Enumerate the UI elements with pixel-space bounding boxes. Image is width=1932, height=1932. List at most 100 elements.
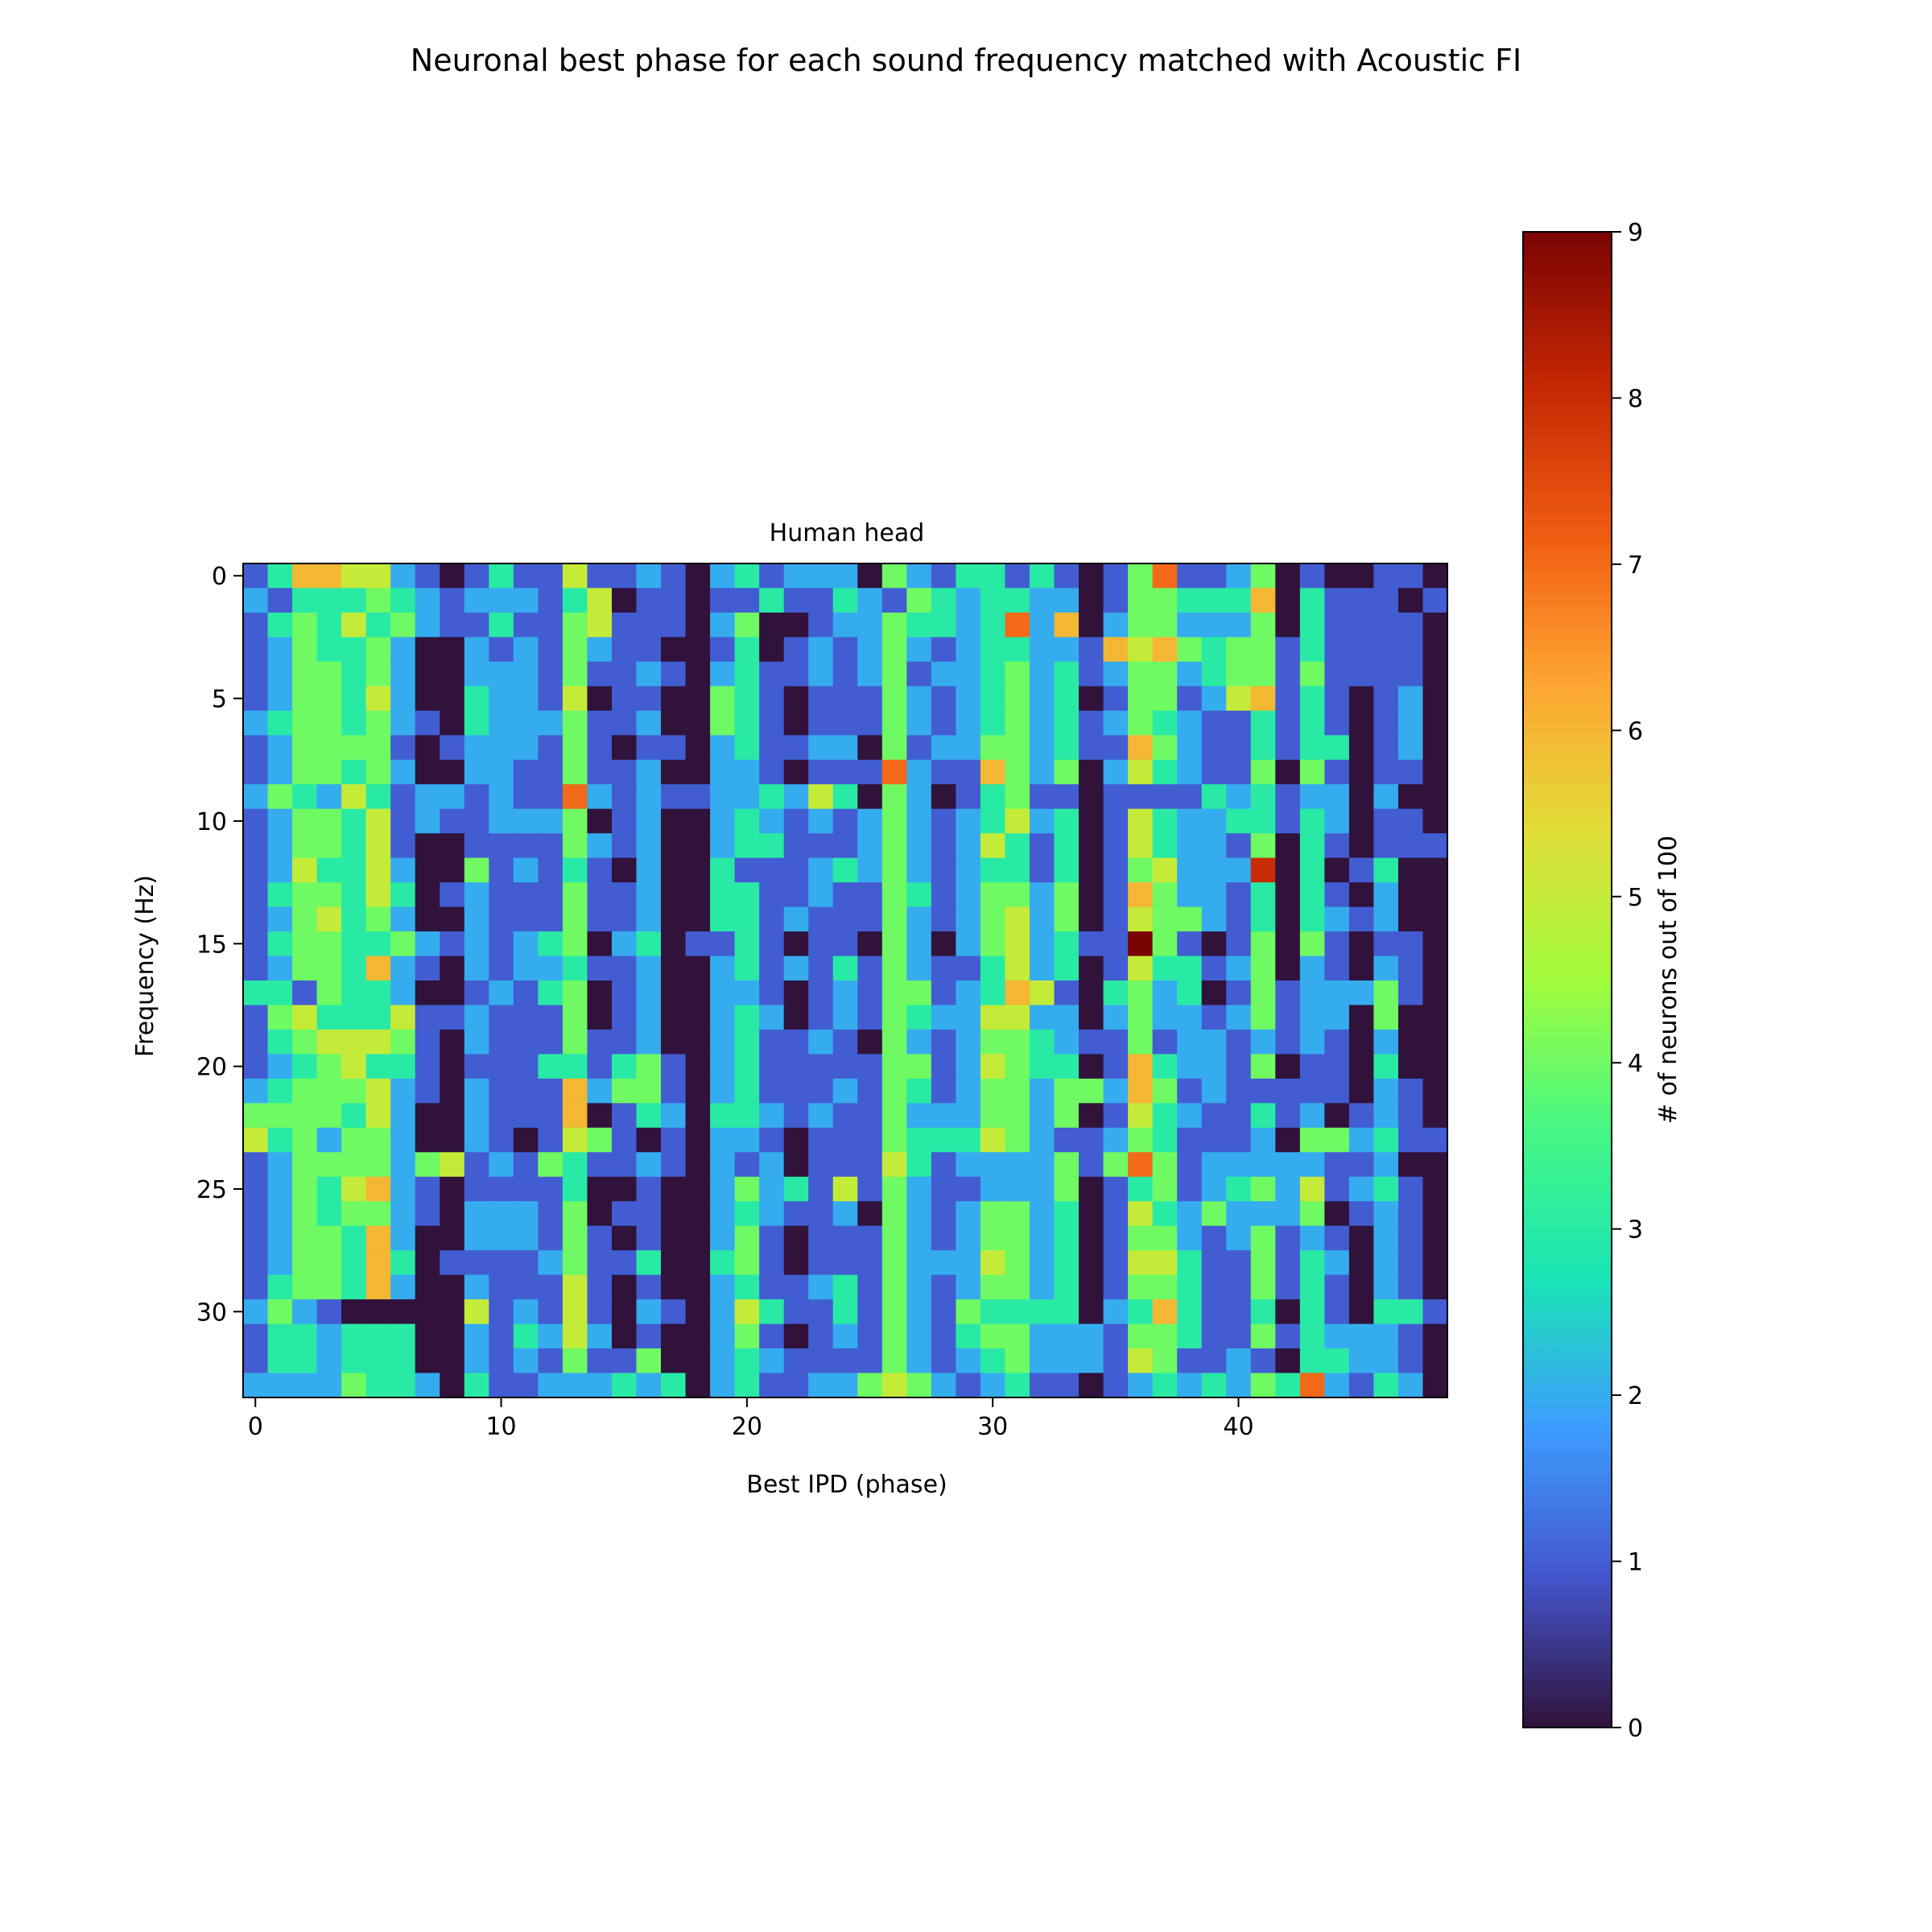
heatmap-cell: [390, 1152, 416, 1178]
heatmap-cell: [857, 612, 883, 638]
heatmap-cell: [734, 686, 760, 712]
heatmap-cell: [243, 1348, 269, 1374]
heatmap-cell: [1152, 1299, 1178, 1325]
heatmap-cell: [685, 1127, 711, 1153]
heatmap-cell: [1029, 1176, 1055, 1202]
heatmap-cell: [1103, 1201, 1129, 1227]
heatmap-cell: [857, 1152, 883, 1178]
heatmap-cell: [734, 833, 760, 859]
heatmap-cell: [1177, 1373, 1203, 1398]
heatmap-cell: [710, 882, 736, 908]
heatmap-cell: [1226, 1152, 1252, 1178]
heatmap-cell: [906, 1127, 932, 1153]
heatmap-cell: [1250, 857, 1276, 883]
heatmap-cell: [1299, 857, 1325, 883]
heatmap-cell: [734, 1029, 760, 1055]
heatmap-cell: [1152, 1103, 1178, 1129]
heatmap-cell: [1079, 1201, 1104, 1227]
heatmap-cell: [661, 931, 687, 957]
heatmap-cell: [513, 784, 539, 810]
heatmap-cell: [267, 564, 293, 589]
heatmap-cell: [538, 1103, 564, 1129]
heatmap-cell: [956, 1201, 981, 1227]
heatmap-cell: [1397, 882, 1424, 908]
heatmap-cell: [243, 1054, 269, 1080]
heatmap-cell: [832, 1103, 858, 1129]
heatmap-cell: [1152, 735, 1178, 761]
heatmap-cell: [1029, 1201, 1055, 1227]
heatmap-cell: [636, 637, 662, 663]
heatmap-cell: [1152, 564, 1178, 589]
heatmap-cell: [1079, 564, 1104, 589]
heatmap-cell: [931, 1127, 956, 1153]
heatmap-cell: [881, 956, 907, 981]
heatmap-cell: [956, 1299, 981, 1325]
heatmap-cell: [906, 1054, 932, 1080]
heatmap-cell: [440, 1250, 465, 1276]
heatmap-cell: [1348, 612, 1375, 638]
heatmap-cell: [832, 1054, 858, 1080]
heatmap-cell: [685, 1029, 711, 1055]
heatmap-cell: [1103, 637, 1129, 663]
heatmap-cell: [956, 588, 981, 613]
heatmap-cell: [1079, 1250, 1104, 1276]
heatmap-cell: [759, 1373, 785, 1398]
heatmap-cell: [857, 1127, 883, 1153]
heatmap-cell: [1373, 857, 1399, 883]
heatmap-cell: [611, 1274, 638, 1300]
heatmap-cell: [636, 686, 662, 712]
heatmap-cell: [415, 686, 440, 712]
heatmap-cell: [562, 710, 588, 736]
heatmap-cell: [390, 1201, 416, 1227]
heatmap-cell: [1005, 759, 1030, 785]
heatmap-cell: [267, 1054, 293, 1080]
heatmap-cell: [1250, 882, 1276, 908]
heatmap-cell: [832, 1225, 858, 1251]
heatmap-cell: [1177, 1225, 1203, 1251]
heatmap-cell: [832, 784, 858, 810]
heatmap-cell: [1226, 906, 1252, 932]
heatmap-cell: [390, 1005, 416, 1030]
heatmap-cell: [1299, 882, 1325, 908]
heatmap-cell: [390, 759, 416, 785]
heatmap-cell: [292, 980, 318, 1006]
heatmap-cell: [1005, 1078, 1030, 1104]
heatmap-cell: [1201, 735, 1227, 761]
heatmap-cell: [440, 784, 465, 810]
heatmap-cell: [365, 564, 391, 589]
heatmap-cell: [464, 980, 489, 1006]
heatmap-cell: [956, 906, 981, 932]
heatmap-cell: [857, 661, 883, 687]
heatmap-cell: [832, 882, 858, 908]
heatmap-cell: [440, 1152, 465, 1178]
heatmap-cell: [1128, 1274, 1154, 1300]
heatmap-cell: [956, 1029, 981, 1055]
heatmap-cell: [365, 882, 391, 908]
heatmap-cell: [1103, 759, 1129, 785]
heatmap-cell: [1054, 1078, 1080, 1104]
heatmap-cell: [1275, 735, 1301, 761]
heatmap-cell: [513, 637, 539, 663]
heatmap-cell: [611, 882, 638, 908]
heatmap-cell: [1128, 1373, 1154, 1398]
heatmap-cell: [1054, 661, 1080, 687]
heatmap-cell: [808, 833, 834, 859]
heatmap-cell: [980, 1348, 1006, 1374]
heatmap-cell: [1275, 710, 1301, 736]
heatmap-cell: [292, 735, 318, 761]
heatmap-cell: [1201, 808, 1227, 834]
heatmap-cell: [243, 808, 269, 834]
heatmap-cell: [341, 1078, 367, 1104]
heatmap-cell: [415, 612, 440, 638]
heatmap-cell: [734, 1103, 760, 1129]
heatmap-cell: [1005, 1176, 1030, 1202]
heatmap-cell: [1226, 882, 1252, 908]
heatmap-cell: [1373, 661, 1399, 687]
heatmap-cell: [1005, 1274, 1030, 1300]
heatmap-cell: [1177, 1201, 1203, 1227]
heatmap-cell: [243, 1373, 269, 1398]
heatmap-cell: [808, 1299, 834, 1325]
heatmap-cell: [685, 1373, 711, 1398]
heatmap-cell: [365, 857, 391, 883]
heatmap-cell: [906, 1005, 932, 1030]
